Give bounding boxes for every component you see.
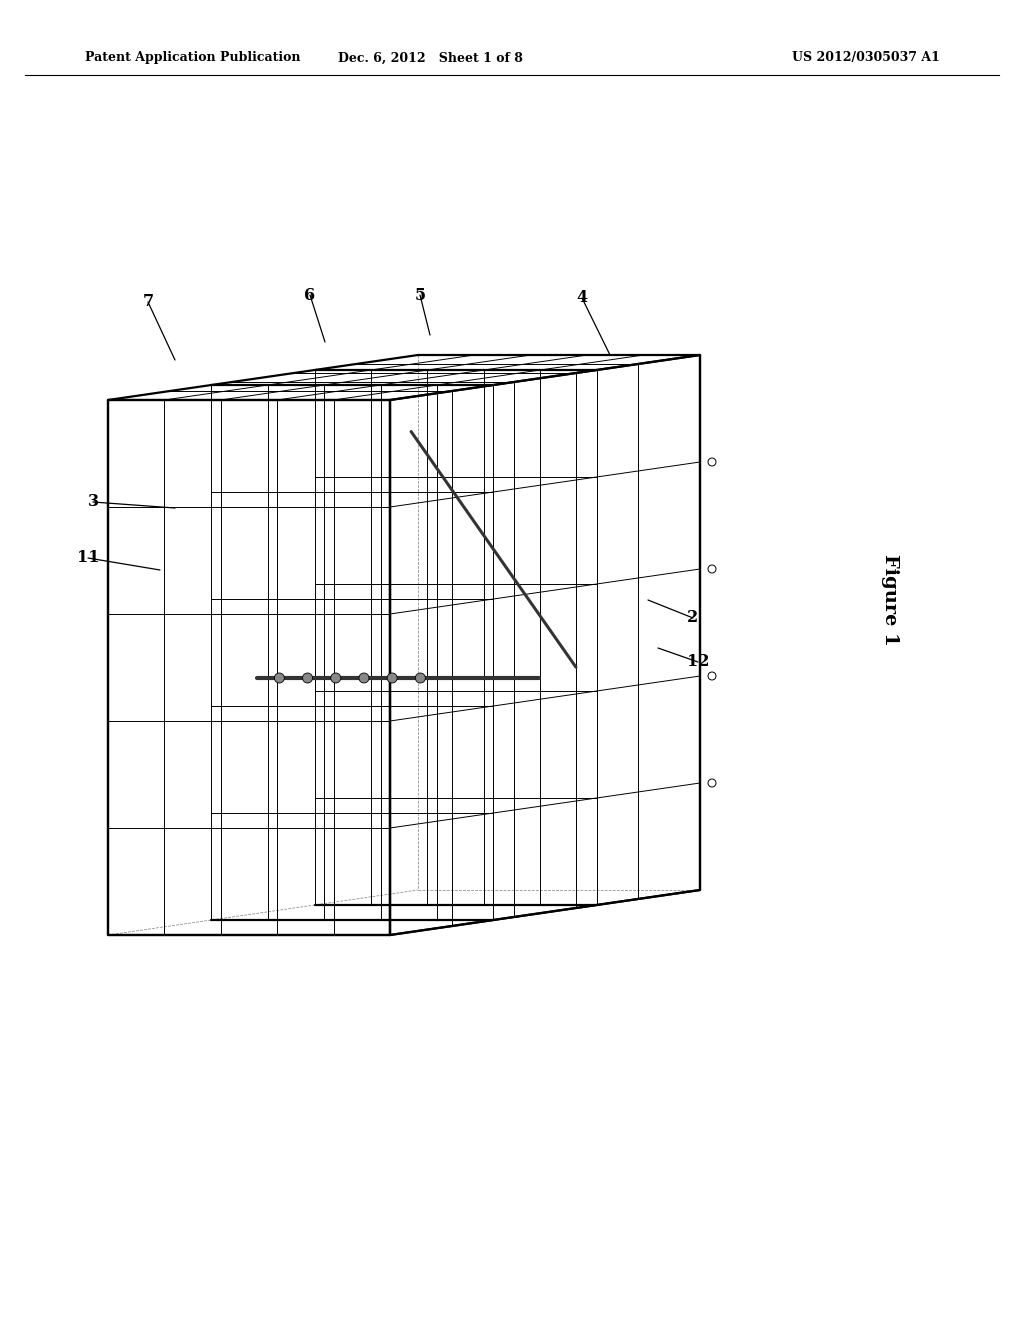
Text: Dec. 6, 2012   Sheet 1 of 8: Dec. 6, 2012 Sheet 1 of 8: [338, 51, 522, 65]
Text: US 2012/0305037 A1: US 2012/0305037 A1: [793, 51, 940, 65]
Circle shape: [387, 673, 397, 682]
Text: 5: 5: [415, 286, 426, 304]
Text: 3: 3: [87, 494, 98, 511]
Text: Figure 1: Figure 1: [881, 554, 899, 645]
Circle shape: [416, 673, 425, 682]
Circle shape: [302, 673, 312, 682]
Circle shape: [331, 673, 341, 682]
Text: 11: 11: [77, 549, 99, 566]
Circle shape: [359, 673, 369, 682]
Text: 12: 12: [687, 653, 710, 671]
Text: 6: 6: [304, 286, 315, 304]
Circle shape: [274, 673, 285, 682]
Text: 7: 7: [142, 293, 154, 310]
Text: Patent Application Publication: Patent Application Publication: [85, 51, 300, 65]
Text: 2: 2: [687, 610, 698, 627]
Text: 4: 4: [577, 289, 588, 306]
